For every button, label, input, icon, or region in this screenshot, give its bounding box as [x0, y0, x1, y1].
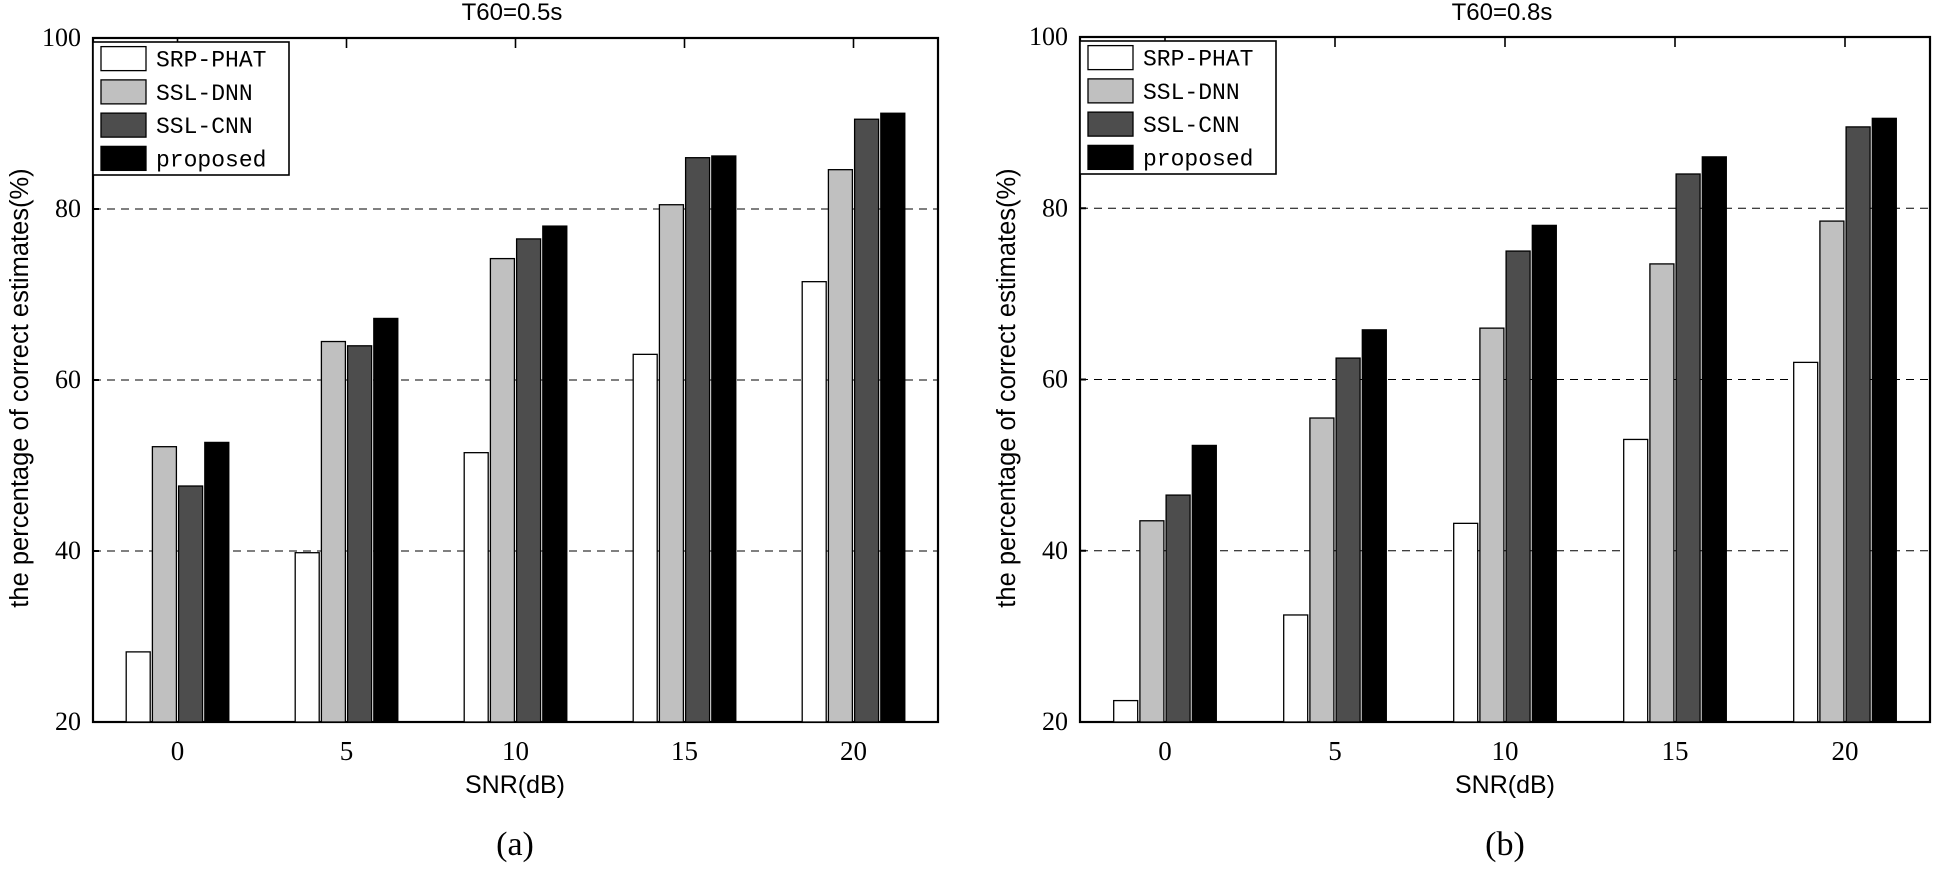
svg-text:SSL-DNN: SSL-DNN [156, 81, 253, 107]
svg-text:T60=0.8s: T60=0.8s [1452, 0, 1553, 26]
svg-text:40: 40 [55, 536, 81, 565]
svg-text:20: 20 [1042, 707, 1068, 736]
svg-text:10: 10 [1492, 736, 1519, 766]
svg-text:40: 40 [1042, 536, 1068, 565]
svg-text:proposed: proposed [1143, 146, 1253, 172]
svg-text:100: 100 [1029, 22, 1068, 51]
svg-text:20: 20 [840, 736, 867, 766]
svg-text:10: 10 [502, 736, 529, 766]
svg-text:the percentage of correct esti: the percentage of correct estimates(%) [6, 168, 34, 607]
svg-text:SNR(dB): SNR(dB) [1455, 771, 1555, 799]
svg-text:5: 5 [1328, 736, 1342, 766]
svg-text:80: 80 [55, 194, 81, 223]
svg-text:SRP-PHAT: SRP-PHAT [1143, 47, 1253, 73]
svg-text:(b): (b) [1485, 826, 1525, 863]
svg-text:the percentage of correct esti: the percentage of correct estimates(%) [993, 168, 1021, 607]
svg-text:SNR(dB): SNR(dB) [465, 771, 565, 799]
svg-text:SSL-CNN: SSL-CNN [1143, 113, 1240, 139]
svg-text:SSL-CNN: SSL-CNN [156, 114, 253, 140]
svg-text:0: 0 [171, 736, 185, 766]
svg-text:20: 20 [55, 707, 81, 736]
svg-text:SRP-PHAT: SRP-PHAT [156, 48, 266, 74]
svg-text:100: 100 [42, 23, 81, 52]
svg-text:SSL-DNN: SSL-DNN [1143, 80, 1240, 106]
svg-text:15: 15 [671, 736, 698, 766]
svg-text:20: 20 [1832, 736, 1859, 766]
svg-text:0: 0 [1158, 736, 1172, 766]
svg-text:60: 60 [55, 365, 81, 394]
svg-text:15: 15 [1662, 736, 1689, 766]
svg-text:60: 60 [1042, 365, 1068, 394]
svg-text:T60=0.5s: T60=0.5s [462, 0, 563, 26]
svg-text:(a): (a) [496, 826, 534, 863]
svg-text:proposed: proposed [156, 147, 266, 173]
svg-text:80: 80 [1042, 193, 1068, 222]
svg-text:5: 5 [340, 736, 354, 766]
